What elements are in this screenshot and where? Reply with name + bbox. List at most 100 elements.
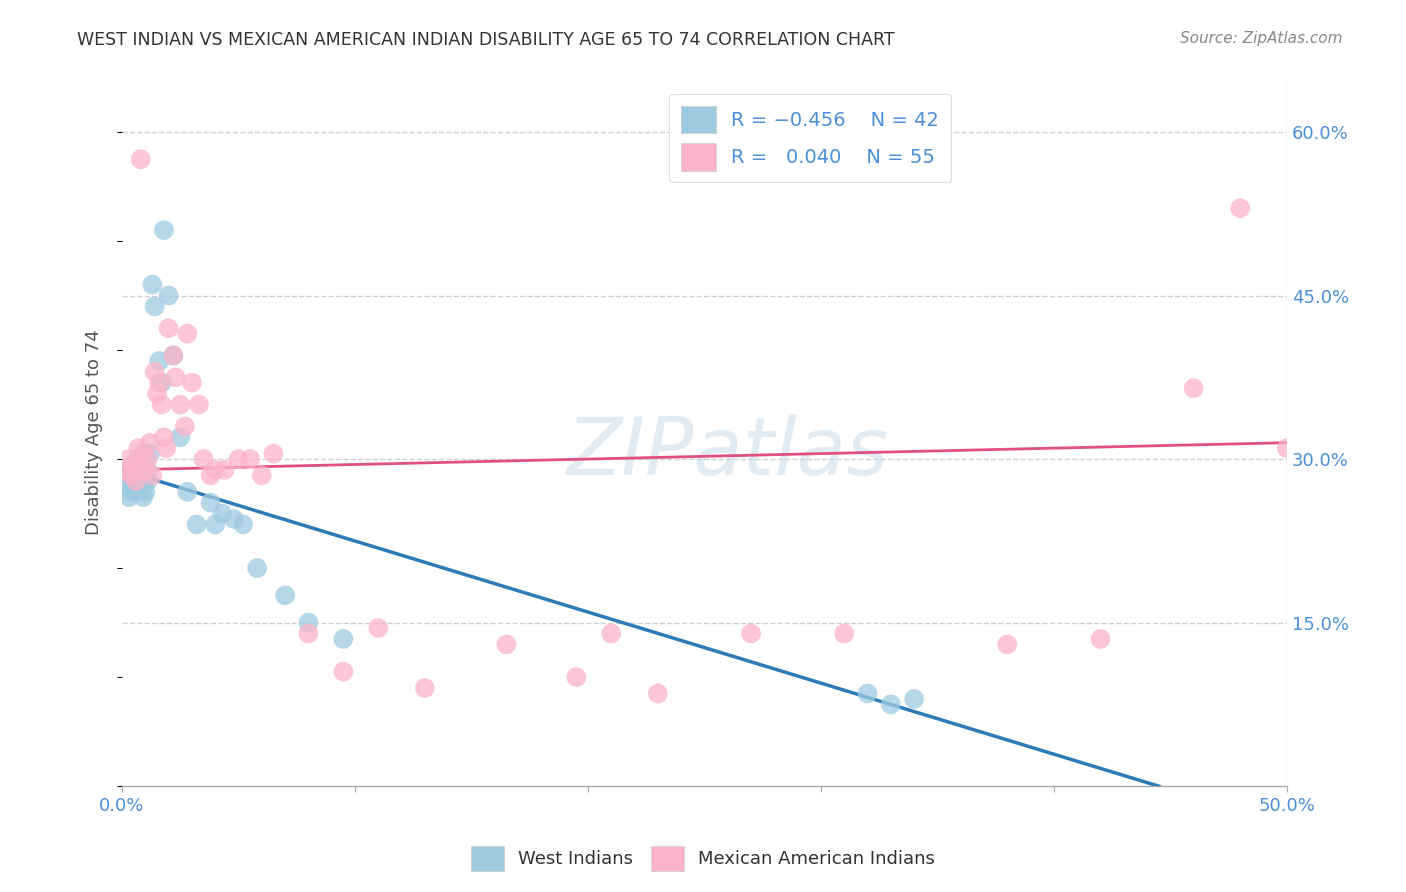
Point [134, 484, 156, 499]
Point [297, 615, 319, 630]
Point [127, 441, 149, 455]
Point [132, 447, 155, 461]
Point [239, 452, 262, 467]
Point [155, 441, 177, 455]
Point [157, 321, 180, 335]
Point [115, 479, 138, 493]
Point [176, 326, 198, 341]
Point [153, 223, 176, 237]
Point [162, 349, 184, 363]
Point [141, 468, 163, 483]
Point [129, 152, 152, 166]
Point [125, 468, 148, 483]
Point [565, 670, 588, 684]
Point [193, 452, 215, 467]
Point [169, 398, 191, 412]
Point [647, 686, 669, 700]
Point [214, 463, 236, 477]
Point [150, 376, 173, 390]
Point [1090, 632, 1112, 646]
Point [332, 632, 354, 646]
Point [880, 698, 903, 712]
Point [1346, 441, 1368, 455]
Point [122, 463, 145, 477]
Point [856, 686, 879, 700]
Point [120, 484, 142, 499]
Point [165, 370, 187, 384]
Point [125, 474, 148, 488]
Point [143, 300, 166, 314]
Point [157, 288, 180, 302]
Point [246, 561, 269, 575]
Point [1299, 447, 1322, 461]
Point [367, 621, 389, 635]
Point [125, 484, 148, 499]
Point [122, 479, 145, 493]
Point [139, 435, 162, 450]
Point [118, 452, 141, 467]
Point [297, 626, 319, 640]
Point [127, 463, 149, 477]
Point [211, 507, 233, 521]
Point [132, 479, 155, 493]
Legend: R = −0.456    N = 42, R =   0.040    N = 55: R = −0.456 N = 42, R = 0.040 N = 55 [669, 95, 950, 182]
Point [136, 463, 159, 477]
Point [495, 637, 517, 651]
Point [136, 452, 159, 467]
Text: WEST INDIAN VS MEXICAN AMERICAN INDIAN DISABILITY AGE 65 TO 74 CORRELATION CHART: WEST INDIAN VS MEXICAN AMERICAN INDIAN D… [77, 31, 896, 49]
Point [903, 692, 925, 706]
Point [127, 458, 149, 472]
Point [115, 468, 138, 483]
Point [186, 517, 208, 532]
Legend: West Indians, Mexican American Indians: West Indians, Mexican American Indians [464, 838, 942, 879]
Point [232, 517, 254, 532]
Point [176, 484, 198, 499]
Point [995, 637, 1018, 651]
Point [139, 447, 162, 461]
Point [129, 458, 152, 472]
Point [146, 386, 169, 401]
Point [118, 490, 141, 504]
Point [1322, 452, 1344, 467]
Point [740, 626, 762, 640]
Point [150, 398, 173, 412]
Point [169, 430, 191, 444]
Point [1182, 381, 1205, 395]
Point [1369, 447, 1392, 461]
Point [187, 398, 209, 412]
Point [274, 588, 297, 602]
Point [1392, 452, 1406, 467]
Point [204, 517, 226, 532]
Point [148, 376, 170, 390]
Point [129, 468, 152, 483]
Point [200, 468, 222, 483]
Point [143, 365, 166, 379]
Point [153, 430, 176, 444]
Point [120, 474, 142, 488]
Point [222, 512, 245, 526]
Point [148, 354, 170, 368]
Point [181, 376, 204, 390]
Point [228, 452, 250, 467]
Y-axis label: Disability Age 65 to 74: Disability Age 65 to 74 [86, 329, 103, 534]
Point [204, 463, 226, 477]
Point [413, 681, 436, 695]
Point [332, 665, 354, 679]
Point [200, 496, 222, 510]
Point [832, 626, 855, 640]
Point [162, 349, 184, 363]
Point [263, 447, 285, 461]
Point [115, 463, 138, 477]
Point [250, 468, 273, 483]
Point [1275, 441, 1298, 455]
Text: ZIPatlas: ZIPatlas [567, 414, 889, 492]
Point [132, 490, 155, 504]
Text: Source: ZipAtlas.com: Source: ZipAtlas.com [1180, 31, 1343, 46]
Point [134, 447, 156, 461]
Point [127, 452, 149, 467]
Point [136, 474, 159, 488]
Point [600, 626, 623, 640]
Point [134, 463, 156, 477]
Point [122, 458, 145, 472]
Point [141, 277, 163, 292]
